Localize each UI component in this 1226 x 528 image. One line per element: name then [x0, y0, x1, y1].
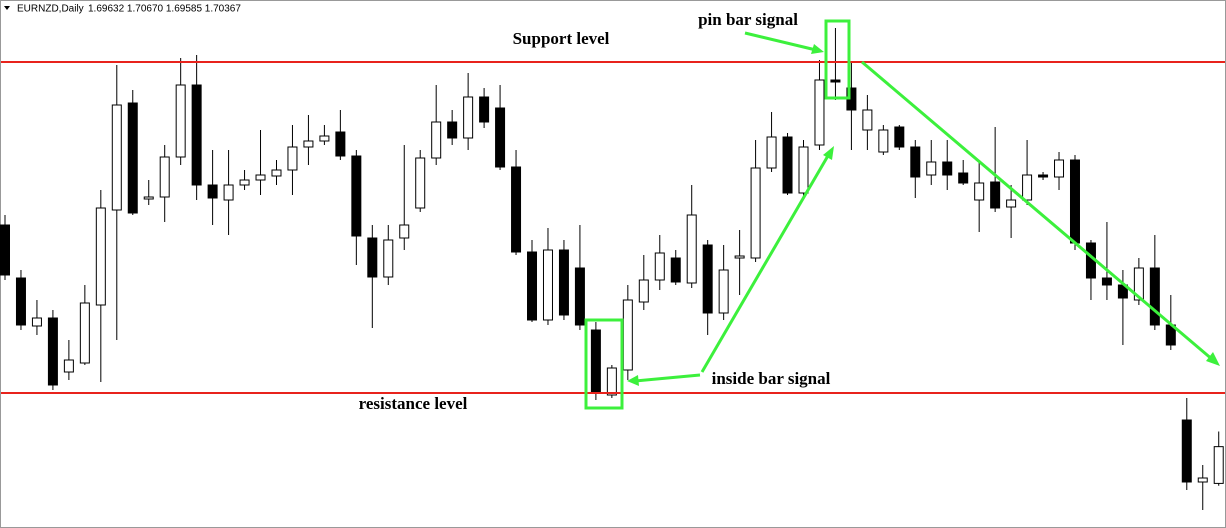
candle-body [606, 367, 617, 396]
candle-body [511, 166, 522, 253]
candle-body [287, 146, 298, 171]
candle-body [31, 317, 42, 327]
candle-body [862, 109, 873, 131]
annotation: pin bar signal [698, 10, 798, 29]
candle-body [574, 267, 585, 326]
candle-body [990, 181, 1001, 209]
menu-arrow [4, 6, 10, 10]
signal-box [584, 318, 624, 410]
candle-body [1101, 277, 1112, 286]
candle-body [622, 299, 633, 371]
candle-body [670, 257, 681, 283]
candle-body [638, 279, 649, 303]
candle-body [79, 302, 90, 364]
level-label: Support level [513, 29, 610, 48]
candle-body [718, 269, 729, 314]
candle-body [367, 237, 378, 278]
arrow [744, 31, 817, 52]
candle-body [702, 244, 713, 314]
candle-body [1197, 477, 1208, 483]
candle-body [63, 359, 74, 373]
arrow [861, 60, 1214, 362]
candle-body [223, 184, 234, 201]
candle-body [207, 184, 218, 199]
candle-body [1069, 159, 1080, 244]
candle-body [271, 169, 282, 177]
annotation: inside bar signal [712, 369, 831, 388]
arrow-head [823, 146, 834, 160]
candle-body [15, 277, 26, 326]
level-label: resistance level [359, 394, 468, 413]
candle-body [415, 157, 426, 209]
candle-body [782, 136, 793, 194]
arrow-head [811, 44, 824, 54]
arrow-head [627, 375, 639, 386]
candle-body [958, 172, 969, 184]
ohlc: 1.69632 1.70670 1.69585 1.70367 [88, 4, 241, 15]
candle-body [1054, 159, 1065, 178]
candle-body [495, 107, 506, 168]
candle-body [974, 182, 985, 201]
candle-body [159, 156, 170, 198]
candle-body [542, 249, 553, 321]
candle-body [1149, 267, 1160, 326]
symbol: EURNZD,Daily [17, 4, 84, 15]
candle-body [1038, 174, 1049, 178]
candle-body [1006, 199, 1017, 208]
candle-body [1022, 174, 1033, 201]
candle-body [942, 161, 953, 176]
candle-body [95, 207, 106, 306]
candle-body [191, 84, 202, 186]
candle-body [590, 329, 601, 394]
candle-body [558, 249, 569, 316]
candle-body [527, 251, 538, 321]
candle-body [255, 174, 266, 181]
arrow [700, 153, 831, 373]
candle-body [175, 84, 186, 158]
candle-body [814, 79, 825, 146]
candle-body [303, 140, 314, 148]
candle-body [447, 121, 458, 139]
signal-box [824, 19, 851, 100]
candle-body [127, 102, 138, 214]
candle-body [239, 179, 250, 186]
arrow-head [1206, 352, 1220, 366]
candle-body [910, 146, 921, 178]
candle-body [798, 146, 809, 194]
candle-body [1213, 446, 1224, 484]
candle-body [830, 79, 841, 83]
candle-body [111, 104, 122, 211]
arrow [634, 373, 701, 383]
candle-body [431, 121, 442, 159]
candle-body [1133, 267, 1144, 301]
annotation-shapes [584, 19, 1214, 410]
candle-body [766, 136, 777, 169]
candle-body [878, 129, 889, 153]
candle-body [686, 214, 697, 284]
candle-body [383, 239, 394, 278]
candle-body [319, 135, 330, 142]
candle-body [335, 131, 346, 157]
levels [1, 61, 1225, 394]
candle-body [894, 126, 905, 148]
arrow-heads [627, 44, 1220, 386]
candle-body [399, 224, 410, 239]
candle-body [143, 196, 154, 200]
candle-body [654, 252, 665, 281]
candle-body [479, 96, 490, 123]
candle-body [0, 224, 10, 276]
candle-body [47, 317, 58, 386]
candle-body [1181, 419, 1192, 483]
candle-body [351, 155, 362, 237]
candle-body [734, 255, 745, 259]
candle-body [463, 96, 474, 139]
candle-body [926, 161, 937, 176]
candles [0, 28, 1224, 510]
candle-body [750, 167, 761, 259]
